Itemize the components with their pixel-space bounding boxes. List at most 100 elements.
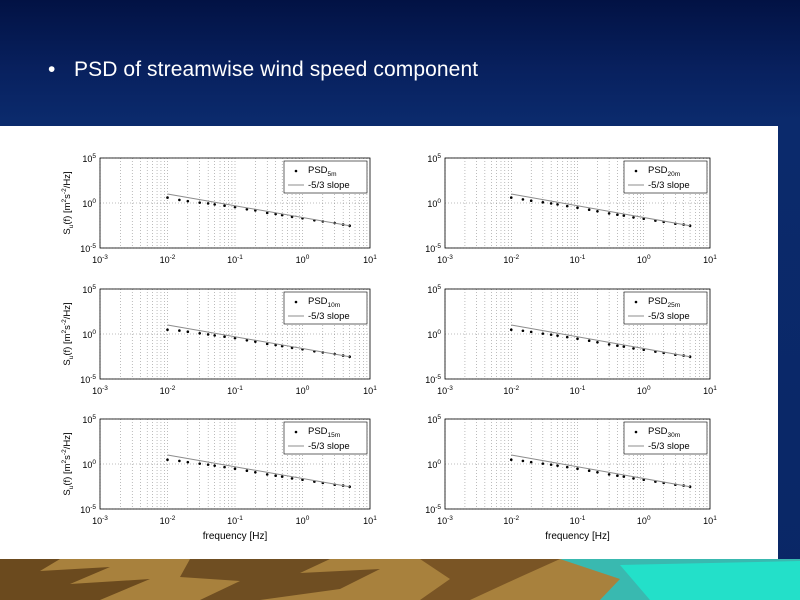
y-tick-label: 10-5 [425,243,441,254]
plot-frame [444,418,711,510]
psd-point [186,330,190,334]
y-tick-label: 10-5 [80,504,96,515]
psd-point [223,465,226,469]
psd-point [556,203,559,206]
y-tick-label: 10-5 [425,374,441,385]
y-tick-label: 100 [82,198,96,209]
psd-point [556,464,559,467]
legend-slope-label: -5/3 slope [308,441,350,452]
psd-chart-5: 10-3 10-2 10-1 100 101 10-5 100 105 PSD15m -5/3 s… [61,414,377,542]
x-tick-label: 10-2 [503,385,519,396]
plot-frame [444,157,711,249]
psd-point [529,199,533,203]
y-tick-label: 10-5 [80,374,96,385]
psd-point [265,473,269,476]
psd-point [290,477,294,480]
legend-slope-label: -5/3 slope [308,180,350,191]
y-tick-label: 105 [427,153,441,164]
psd-point [186,199,190,203]
x-tick-label: 10-1 [227,385,243,396]
psd-point [565,335,569,339]
psd-point [521,459,525,463]
x-tick-label: 10-1 [570,385,586,396]
psd-point [596,209,599,213]
y-tick-label: 105 [82,284,96,295]
psd-point [616,344,619,348]
psd-chart-4: 10-3 10-2 10-1 100 101 10-5 100 105 PSD25m -5/3 s… [425,284,717,396]
slope-reference-line [167,193,350,227]
y-tick-label: 100 [427,198,441,209]
y-axis-label: Su(f) [m2s-2/Hz] [61,432,75,495]
psd-point [166,328,169,332]
y-tick-label: 10-5 [80,243,96,254]
psd-point [549,463,553,466]
psd-point [198,201,202,204]
psd-point [622,475,626,478]
psd-point [178,329,181,332]
x-tick-label: 101 [363,515,377,526]
legend-box [623,421,708,455]
legend-point-marker [294,300,298,304]
psd-point [576,337,579,341]
psd-point [576,206,579,210]
slope-reference-line [167,454,350,488]
psd-point [233,467,237,471]
psd-point [178,459,181,463]
plot-frame [99,418,371,510]
psd-point [576,467,579,471]
psd-chart-3: 10-3 10-2 10-1 100 101 10-5 100 105 PSD10m -5/3 s… [61,284,377,396]
psd-point [596,340,599,344]
psd-chart-6: 10-3 10-2 10-1 100 101 10-5 100 105 PSD30m -5/3 s… [425,414,717,542]
psd-point [245,469,249,473]
psd-point [186,460,190,464]
psd-charts: 10-3 10-2 10-1 100 101 10-5 100 105 PSD5m -5/3 sl… [61,153,717,542]
bullet-point: • [48,58,56,81]
psd-chart-1: 10-3 10-2 10-1 100 101 10-5 100 105 PSD5m -5/3 sl… [61,153,377,265]
y-tick-label: 105 [82,153,96,164]
x-tick-label: 100 [296,385,310,396]
psd-point [565,204,569,208]
slope-reference-line [511,193,691,227]
psd-point [596,470,599,474]
slide-title-text: PSD of streamwise wind speed component [74,58,479,81]
psd-point [521,329,525,333]
x-tick-label: 101 [703,385,717,396]
x-tick-label: 10-3 [92,385,108,396]
x-tick-label: 100 [637,254,651,265]
legend-slope-label: -5/3 slope [308,311,350,322]
legend-point-marker [634,430,638,434]
psd-point [223,335,226,339]
legend-point-marker [634,300,638,304]
psd-point [198,462,202,465]
x-axis-label: frequency [Hz] [203,531,268,542]
psd-point [607,473,611,476]
psd-chart-2: 10-3 10-2 10-1 100 101 10-5 100 105 PSD20m -5/3 s… [425,153,717,265]
psd-point [529,330,533,334]
psd-point [509,328,513,332]
psd-point [541,462,545,465]
chart-panel: 10-3 10-2 10-1 100 101 10-5 100 105 PSD5m -5/3 sl… [0,126,778,559]
legend-point-marker [294,430,298,434]
psd-point [587,339,591,343]
slope-reference-line [167,324,350,358]
y-tick-label: 105 [427,414,441,425]
x-tick-label: 101 [703,515,717,526]
x-tick-label: 101 [363,254,377,265]
psd-point [206,463,210,466]
psd-point [254,340,257,343]
slide-title: • PSD of streamwise wind speed component [48,58,478,82]
psd-point [265,211,269,215]
psd-point [529,460,533,464]
psd-point [348,485,351,489]
x-tick-label: 10-1 [570,254,586,265]
psd-point [213,464,216,467]
plot-frame [444,288,711,380]
psd-point [616,474,619,478]
y-tick-label: 105 [427,284,441,295]
psd-point [632,477,635,480]
y-tick-label: 105 [82,414,96,425]
legend-box [283,291,368,325]
legend-psd-label: PSD15m [308,426,340,439]
legend-box [283,160,368,194]
psd-point [587,469,591,473]
